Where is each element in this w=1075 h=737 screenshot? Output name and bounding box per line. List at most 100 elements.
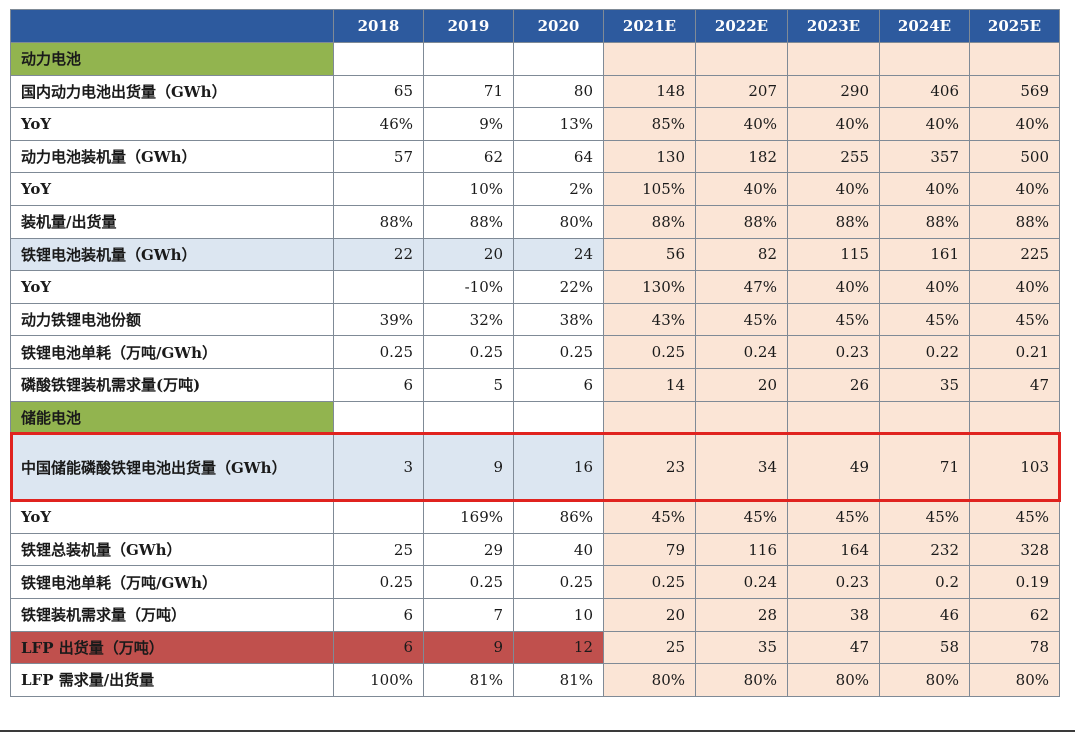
historical-value-cell: 10%: [423, 172, 514, 206]
row-label: YoY: [10, 270, 334, 304]
year-header: 2024E: [879, 9, 970, 43]
forecast-value-cell: 40%: [879, 172, 970, 206]
forecast-value-cell: 45%: [603, 500, 696, 534]
forecast-value-cell: 80%: [695, 663, 788, 697]
forecast-value-cell: [969, 42, 1060, 76]
forecast-value-cell: 38: [787, 597, 880, 632]
row-label: YoY: [10, 500, 334, 534]
historical-value-cell: [333, 42, 424, 76]
historical-value-cell: [333, 270, 424, 304]
forecast-value-cell: 40%: [969, 172, 1060, 206]
historical-value-cell: 13%: [513, 107, 604, 141]
forecast-value-cell: 115: [787, 237, 880, 272]
historical-value-cell: 0.25: [333, 565, 424, 599]
table-row: 中国储能磷酸铁锂电池出货量（GWh） 3 9 16 23 34 49 71 103: [10, 433, 1060, 502]
historical-value-cell: 57: [333, 139, 424, 174]
historical-value-cell: 9%: [423, 107, 514, 141]
forecast-value-cell: 56: [603, 237, 696, 272]
forecast-value-cell: 80%: [603, 663, 696, 697]
forecast-value-cell: 82: [695, 237, 788, 272]
historical-value-cell: 22: [333, 237, 424, 272]
forecast-value-cell: 225: [969, 237, 1060, 272]
year-header: 2025E: [969, 9, 1060, 43]
forecast-value-cell: 88%: [787, 204, 880, 239]
forecast-value-cell: 45%: [695, 500, 788, 534]
forecast-value-cell: 78: [969, 630, 1060, 665]
row-label: 装机量/出货量: [10, 204, 334, 239]
table-row: 铁锂电池单耗（万吨/GWh） 0.25 0.25 0.25 0.25 0.24 0.23 0.…: [10, 565, 1060, 599]
forecast-value-cell: 45%: [695, 302, 788, 337]
historical-value-cell: [333, 172, 424, 206]
forecast-value-cell: 71: [879, 433, 970, 502]
historical-value-cell: 64: [513, 139, 604, 174]
table-row: 磷酸铁锂装机需求量(万吨) 6 5 6 14 20 26 35 47: [10, 367, 1060, 402]
forecast-value-cell: [787, 400, 880, 435]
table-row: LFP 需求量/出货量 100% 81% 81% 80% 80% 80% 80% 80%: [10, 663, 1060, 697]
forecast-value-cell: 35: [695, 630, 788, 665]
row-label: 铁锂装机需求量（万吨）: [10, 597, 334, 632]
year-header: 2020: [513, 9, 604, 43]
forecast-value-cell: [879, 42, 970, 76]
forecast-value-cell: 40%: [695, 172, 788, 206]
row-label: YoY: [10, 172, 334, 206]
historical-value-cell: [333, 400, 424, 435]
forecast-value-cell: 80%: [787, 663, 880, 697]
header-corner-cell: [10, 9, 334, 43]
forecast-value-cell: 80%: [969, 663, 1060, 697]
historical-value-cell: 24: [513, 237, 604, 272]
forecast-value-cell: 45%: [969, 500, 1060, 534]
forecast-value-cell: [603, 400, 696, 435]
forecast-value-cell: 0.25: [603, 335, 696, 369]
historical-value-cell: 6: [333, 597, 424, 632]
row-label: 铁锂电池单耗（万吨/GWh）: [10, 565, 334, 599]
row-label: 中国储能磷酸铁锂电池出货量（GWh）: [10, 433, 334, 502]
historical-value-cell: 22%: [513, 270, 604, 304]
forecast-value-cell: 45%: [787, 500, 880, 534]
forecast-value-cell: 0.24: [695, 565, 788, 599]
row-label: 动力电池装机量（GWh）: [10, 139, 334, 174]
historical-value-cell: 9: [423, 630, 514, 665]
historical-value-cell: [513, 42, 604, 76]
forecast-value-cell: 40%: [787, 270, 880, 304]
table-row: YoY -10% 22% 130% 47% 40% 40% 40%: [10, 270, 1060, 304]
historical-value-cell: 169%: [423, 500, 514, 534]
table-row: 动力电池装机量（GWh） 57 62 64 130 182 255 357 500: [10, 139, 1060, 174]
historical-value-cell: 62: [423, 139, 514, 174]
forecast-value-cell: 47: [969, 367, 1060, 402]
historical-value-cell: 71: [423, 74, 514, 109]
forecast-value-cell: 161: [879, 237, 970, 272]
forecast-value-cell: 20: [695, 367, 788, 402]
forecast-value-cell: 105%: [603, 172, 696, 206]
forecast-value-cell: 357: [879, 139, 970, 174]
row-label: YoY: [10, 107, 334, 141]
historical-value-cell: -10%: [423, 270, 514, 304]
section-label: 动力电池: [10, 42, 334, 76]
forecast-value-cell: 45%: [879, 500, 970, 534]
forecast-value-cell: [787, 42, 880, 76]
lfp-forecast-table: 2018 2019 2020 2021E 2022E 2023E 2024E 2…: [10, 9, 1060, 697]
forecast-value-cell: 45%: [969, 302, 1060, 337]
row-label: 磷酸铁锂装机需求量(万吨): [10, 367, 334, 402]
forecast-value-cell: 148: [603, 74, 696, 109]
historical-value-cell: [423, 400, 514, 435]
forecast-value-cell: 80%: [879, 663, 970, 697]
forecast-value-cell: 28: [695, 597, 788, 632]
historical-value-cell: [333, 500, 424, 534]
forecast-value-cell: 255: [787, 139, 880, 174]
forecast-value-cell: 88%: [603, 204, 696, 239]
table-row: LFP 出货量（万吨） 6 9 12 25 35 47 58 78: [10, 630, 1060, 665]
year-header: 2019: [423, 9, 514, 43]
forecast-value-cell: 116: [695, 532, 788, 567]
bottom-divider: [0, 730, 1075, 732]
historical-value-cell: [423, 42, 514, 76]
row-label: 铁锂电池装机量（GWh）: [10, 237, 334, 272]
year-header: 2023E: [787, 9, 880, 43]
forecast-value-cell: 182: [695, 139, 788, 174]
forecast-value-cell: 0.23: [787, 335, 880, 369]
section-header-row: 动力电池: [10, 42, 1060, 76]
table-row: 铁锂电池单耗（万吨/GWh） 0.25 0.25 0.25 0.25 0.24 0.23 0.…: [10, 335, 1060, 369]
forecast-value-cell: 569: [969, 74, 1060, 109]
section-header-row: 储能电池: [10, 400, 1060, 435]
historical-value-cell: [513, 400, 604, 435]
table-row: YoY 169% 86% 45% 45% 45% 45% 45%: [10, 500, 1060, 534]
